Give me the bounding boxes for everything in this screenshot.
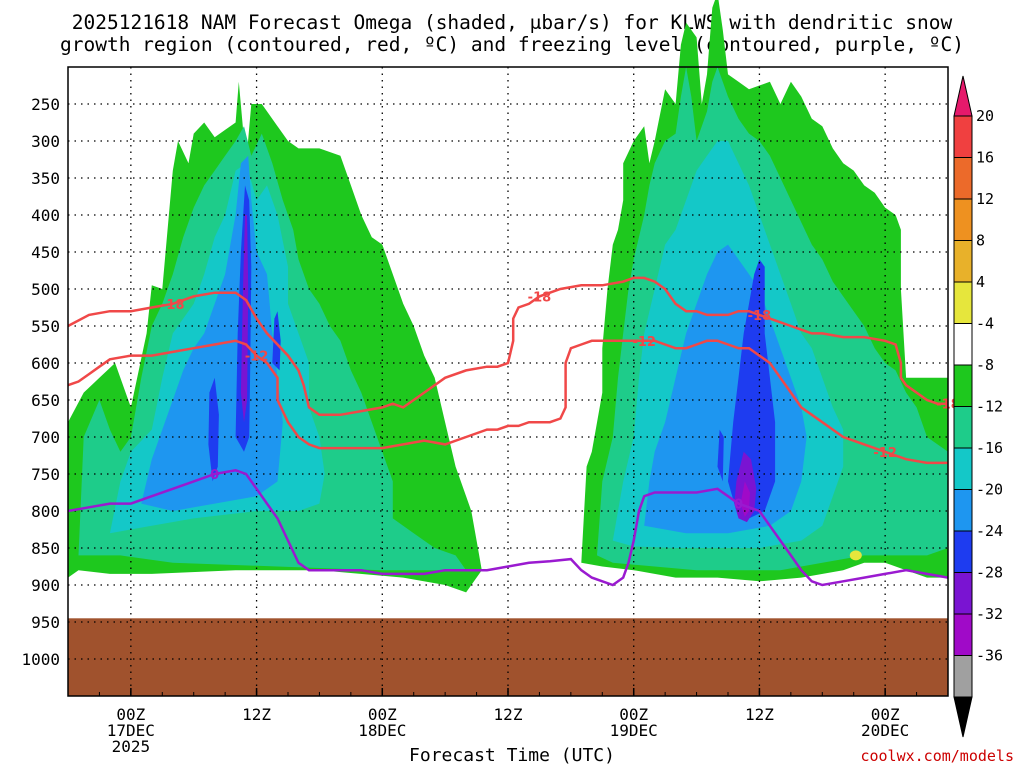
omega-area-7 — [240, 215, 249, 423]
x-tick-label-2-1: 18DEC — [358, 721, 406, 740]
colorbar-segment-13 — [953, 613, 973, 656]
colorbar-label-10: -24 — [976, 522, 1003, 540]
colorbar-label-12: -32 — [976, 605, 1003, 623]
y-axis: 250 300 350 400 450 500 550 600 650 700 750 800 850 9… — [21, 95, 60, 669]
colorbar-top-arrow — [953, 75, 973, 117]
colorbar-label-5: -4 — [976, 315, 994, 333]
colorbar-label-13: -36 — [976, 647, 1003, 665]
y-tick-label-750: 750 — [31, 465, 60, 484]
dendritic-contour-minus12-label-0: -12 — [245, 350, 269, 365]
y-tick-label-700: 700 — [31, 428, 60, 447]
colorbar-label-11: -28 — [976, 564, 1003, 582]
dendritic-contour-minus12-label-2: -12 — [873, 446, 897, 461]
positive-omega-spot-0 — [849, 550, 862, 561]
y-tick-label-450: 450 — [31, 243, 60, 262]
colorbar-segment-12 — [953, 572, 973, 615]
x-tick-label-5-0: 12Z — [745, 705, 774, 724]
colorbar-bottom-arrow — [953, 696, 973, 738]
dendritic-contour-minus18 — [67, 276, 948, 417]
colorbar-label-4: 4 — [976, 273, 985, 291]
y-tick-label-600: 600 — [31, 354, 60, 373]
chart-title-line2: growth region (contoured, red, ºC) and f… — [60, 33, 964, 56]
dendritic-contour-minus18-label-2: -18 — [748, 309, 772, 324]
x-tick-label-6-1: 20DEC — [861, 721, 909, 740]
colorbar-label-9: -20 — [976, 481, 1003, 499]
dendritic-contour-minus18-label-1: -18 — [528, 290, 552, 305]
grid-lines — [68, 67, 948, 696]
y-tick-label-650: 650 — [31, 391, 60, 410]
colorbar-segment-2 — [953, 157, 973, 200]
x-tick-label-4-0: 00Z — [619, 705, 648, 724]
dendritic-contour-minus18-label-0: -18 — [161, 298, 185, 313]
colorbar-segment-6 — [953, 323, 973, 366]
ground-surface — [68, 618, 948, 696]
y-tick-label-550: 550 — [31, 317, 60, 336]
x-tick-label-0-1: 17DEC — [107, 721, 155, 740]
freezing-level-contour-label-0: 0 — [210, 468, 219, 483]
y-tick-label-1000: 1000 — [21, 650, 60, 669]
colorbar-label-3: 8 — [976, 232, 985, 250]
x-axis-label: Forecast Time (UTC) — [409, 745, 615, 766]
y-tick-label-350: 350 — [31, 169, 60, 188]
y-tick-label-950: 950 — [31, 613, 60, 632]
colorbar-segment-10 — [953, 489, 973, 532]
freezing-level-contour — [67, 469, 949, 587]
colorbar-segment-4 — [953, 240, 973, 283]
colorbar-label-6: -8 — [976, 356, 994, 374]
colorbar-segment-11 — [953, 530, 973, 573]
omega-area-6 — [272, 311, 281, 371]
colorbar-segment-9 — [953, 447, 973, 490]
y-tick-label-300: 300 — [31, 132, 60, 151]
x-tick-label-0-2: 2025 — [112, 737, 151, 756]
freezing-level-contour-label-1: 0 — [734, 498, 743, 513]
colorbar-segment-1 — [953, 115, 973, 158]
chart-title-line1: 2025121618 NAM Forecast Omega (shaded, μ… — [71, 11, 953, 34]
colorbar: 20 16 12 8 4 -4 -8 -12 -16 -20 -24 -28 -32 -36 — [953, 75, 1003, 738]
colorbar-segment-14 — [953, 655, 973, 698]
omega-area-13 — [717, 429, 724, 482]
x-tick-label-4-1: 19DEC — [610, 721, 658, 740]
x-tick-label-2-0: 00Z — [368, 705, 397, 724]
colorbar-label-7: -12 — [976, 398, 1003, 416]
colorbar-label-0: 20 — [976, 107, 994, 125]
y-tick-label-900: 900 — [31, 576, 60, 595]
colorbar-segment-7 — [953, 364, 973, 407]
colorbar-label-8: -16 — [976, 439, 1003, 457]
colorbar-segment-3 — [953, 198, 973, 241]
x-tick-label-0-0: 00Z — [116, 705, 145, 724]
dendritic-contour-minus12 — [67, 339, 948, 465]
omega-area-12 — [728, 259, 776, 519]
colorbar-label-2: 12 — [976, 190, 994, 208]
y-tick-label-500: 500 — [31, 280, 60, 299]
y-tick-label-400: 400 — [31, 206, 60, 225]
y-tick-label-850: 850 — [31, 539, 60, 558]
site-credit: coolwx.com/models — [860, 747, 1014, 765]
colorbar-segment-8 — [953, 406, 973, 449]
dendritic-contour-minus12-label-1: -12 — [632, 335, 656, 350]
x-tick-label-6-0: 00Z — [871, 705, 900, 724]
x-tick-label-1-0: 12Z — [242, 705, 271, 724]
y-tick-label-800: 800 — [31, 502, 60, 521]
omega-area-4 — [208, 377, 219, 482]
colorbar-label-1: 16 — [976, 149, 994, 167]
colorbar-segment-5 — [953, 281, 973, 324]
x-tick-label-3-0: 12Z — [494, 705, 523, 724]
y-tick-label-250: 250 — [31, 95, 60, 114]
